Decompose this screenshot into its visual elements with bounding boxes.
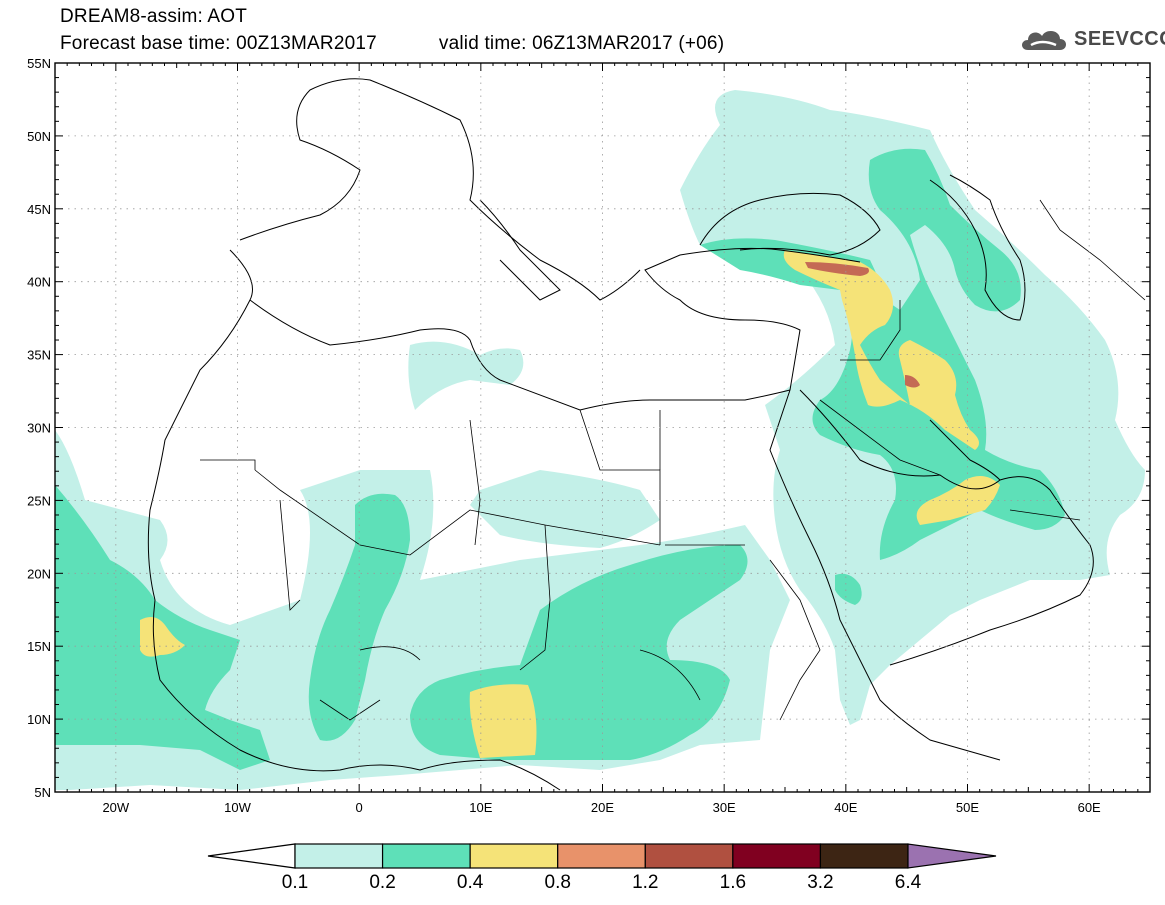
lon-tick-label: 50E — [956, 800, 979, 815]
colorbar-label: 1.2 — [632, 872, 658, 893]
europe-coast — [239, 78, 641, 301]
colorbar-segment — [819, 843, 909, 869]
lat-tick-label: 20N — [27, 566, 51, 581]
lat-tick-label: 10N — [27, 712, 51, 727]
colorbar-label: 3.2 — [807, 872, 833, 893]
levant-coast — [644, 247, 861, 391]
valid-time: valid time: 06Z13MAR2017 (+06) — [438, 33, 725, 54]
arabia-coast — [799, 389, 1094, 666]
aot-sahara-light-1 — [408, 341, 524, 410]
lat-tick-label: 50N — [27, 129, 51, 144]
lon-tick-label: 10W — [224, 800, 251, 815]
base-time: Forecast base time: 00Z13MAR2017 — [60, 33, 377, 54]
red-sea-coast — [769, 389, 1001, 761]
cloud-icon — [1022, 30, 1066, 50]
lon-tick-label: 20E — [591, 800, 614, 815]
aot-field — [55, 90, 1145, 790]
lat-tick-label: 40N — [27, 275, 51, 290]
colorbar-segment — [732, 843, 822, 869]
time-info: Forecast base time: 00Z13MAR2017 valid ti… — [60, 33, 724, 55]
colorbar-label: 0.1 — [282, 872, 308, 893]
aot-caucasus-high — [805, 262, 869, 276]
lat-tick-label: 15N — [27, 639, 51, 654]
aot-senegal-yellow — [140, 616, 185, 657]
lat-tick-label: 45N — [27, 202, 51, 217]
seevccc-logo: SEEVCCC — [1018, 24, 1165, 54]
lat-tick-label: 30N — [27, 421, 51, 436]
aot-nigeria-yellow — [469, 684, 537, 758]
persian-gulf — [929, 419, 1001, 481]
lat-tick-label: 55N — [27, 56, 51, 71]
colorbar-segment — [644, 843, 734, 869]
axis-ticks — [55, 62, 1150, 793]
colorbar-segment — [381, 843, 471, 869]
colorbar-segment — [294, 843, 384, 869]
aot-colorbar: 0.1 0.2 0.4 0.8 1.2 1.6 3.2 6.4 — [207, 843, 997, 893]
colorbar-label: 0.8 — [545, 872, 571, 893]
lon-tick-label: 20W — [102, 800, 129, 815]
aot-mali-green — [308, 493, 410, 741]
italy-coast — [479, 199, 561, 301]
west-africa-coast — [147, 249, 561, 791]
map-grid — [55, 63, 1150, 792]
north-africa-coast — [249, 299, 791, 411]
lon-tick-label: 0 — [356, 800, 363, 815]
colorbar-label: 1.6 — [720, 872, 746, 893]
coastlines — [147, 78, 1094, 791]
lon-tick-label: 10E — [469, 800, 492, 815]
map-title: DREAM8-assim: AOT — [60, 6, 248, 27]
colorbar-low-arrow — [207, 843, 296, 869]
colorbar-segment — [469, 843, 559, 869]
borders — [200, 199, 1146, 721]
aot-caucasus-yellow — [783, 250, 979, 450]
aot-red-sea-green — [835, 573, 862, 605]
colorbar-label: 0.4 — [457, 872, 484, 893]
lat-tick-label: 25N — [27, 493, 51, 508]
colorbar-label: 0.2 — [369, 872, 395, 893]
lon-tick-label: 30E — [713, 800, 736, 815]
aot-iraq-high — [905, 375, 920, 388]
lon-tick-label: 40E — [834, 800, 857, 815]
colorbar-high-arrow — [907, 843, 997, 869]
lat-tick-label: 35N — [27, 348, 51, 363]
lon-tick-label: 60E — [1078, 800, 1101, 815]
logo-text: SEEVCCC — [1074, 27, 1165, 50]
colorbar-segment — [557, 843, 646, 869]
lat-tick-label: 5N — [34, 785, 51, 800]
aot-sahara-light-2 — [470, 470, 660, 548]
caspian-coast — [929, 174, 1026, 321]
colorbar-label: 6.4 — [895, 872, 922, 893]
